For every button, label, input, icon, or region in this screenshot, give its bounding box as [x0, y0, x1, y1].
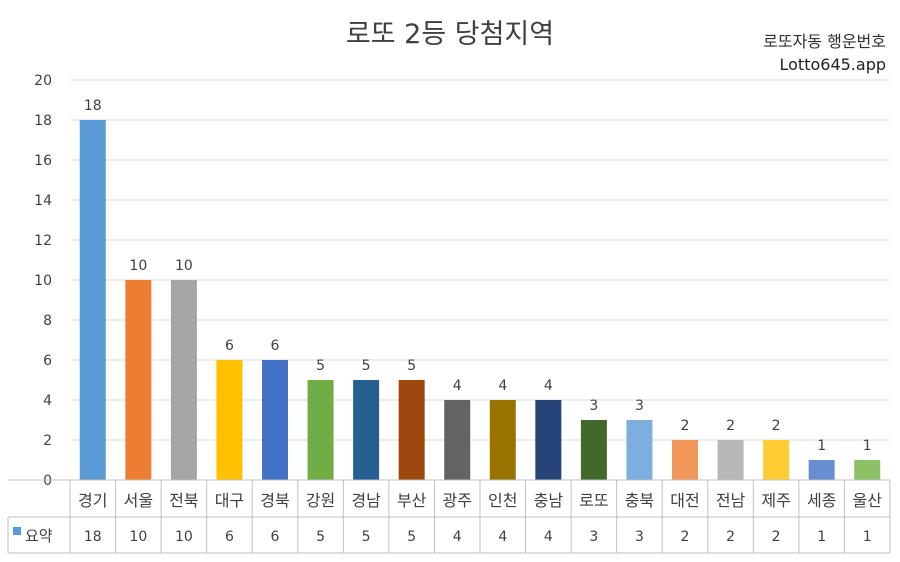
category-label: 전북: [169, 491, 198, 510]
category-label: 세종: [807, 491, 836, 510]
bar: [216, 360, 243, 480]
category-label: 전남: [716, 491, 746, 510]
y-tick-label: 4: [43, 393, 52, 409]
category-label: 서울: [124, 491, 153, 510]
data-label: 6: [271, 338, 280, 354]
bar: [489, 400, 516, 480]
category-label: 울산: [852, 491, 882, 510]
y-tick-label: 2: [43, 433, 52, 449]
category-label: 대구: [215, 491, 244, 510]
data-label: 18: [84, 98, 102, 114]
category-label: 로또: [579, 491, 608, 510]
data-label: 4: [544, 378, 553, 394]
category-label: 충북: [625, 491, 654, 510]
legend-key: [13, 527, 21, 535]
table-value: 10: [175, 529, 193, 545]
bar: [717, 440, 744, 480]
y-tick-label: 0: [43, 473, 52, 489]
data-label: 4: [453, 378, 462, 394]
category-label: 부산: [397, 491, 427, 510]
data-label: 10: [175, 258, 193, 274]
bar: [763, 440, 790, 480]
data-label: 3: [635, 398, 644, 414]
y-tick-label: 14: [34, 193, 52, 209]
bar: [535, 400, 562, 480]
data-label: 2: [772, 418, 781, 434]
data-label: 2: [726, 418, 735, 434]
table-value: 4: [453, 529, 462, 545]
bar: [626, 420, 653, 480]
table-value: 6: [271, 529, 280, 545]
table-value: 1: [817, 529, 826, 545]
bar: [353, 380, 380, 480]
data-label: 5: [362, 358, 371, 374]
category-label: 제주: [761, 491, 790, 510]
table-value: 2: [772, 529, 781, 545]
data-label: 1: [863, 438, 872, 454]
category-label: 대전: [670, 491, 699, 510]
table-value: 2: [726, 529, 735, 545]
bar: [808, 460, 835, 480]
table-value: 5: [407, 529, 416, 545]
subtitle-line1: 로또자동 행운번호: [763, 32, 886, 51]
table-value: 5: [316, 529, 325, 545]
category-label: 경기: [78, 491, 107, 510]
category-label: 경북: [260, 491, 289, 510]
y-tick-label: 6: [43, 353, 52, 369]
category-label: 인천: [488, 491, 517, 510]
subtitle-line2: Lotto645.app: [779, 55, 887, 74]
y-tick-label: 12: [34, 233, 52, 249]
chart-title: 로또 2등 당첨지역: [345, 19, 555, 50]
series-name: 요약: [25, 527, 53, 545]
y-tick-label: 18: [34, 113, 52, 129]
bar: [580, 420, 607, 480]
table-value: 10: [129, 529, 147, 545]
table-value: 3: [635, 529, 644, 545]
bar: [398, 380, 425, 480]
data-label: 1: [817, 438, 826, 454]
data-label: 2: [681, 418, 690, 434]
category-label: 충남: [534, 491, 564, 510]
bar: [444, 400, 471, 480]
bar: [262, 360, 288, 480]
category-label: 광주: [442, 491, 471, 510]
y-tick-label: 16: [34, 153, 52, 169]
category-label: 강원: [306, 491, 335, 510]
table-value: 4: [498, 529, 507, 545]
table-value: 2: [681, 529, 690, 545]
table-value: 1: [863, 529, 872, 545]
bar: [672, 440, 698, 480]
data-label: 6: [225, 338, 234, 354]
table-value: 5: [362, 529, 371, 545]
bar: [854, 460, 881, 480]
category-label: 경남: [351, 491, 381, 510]
table-value: 3: [589, 529, 598, 545]
bar: [125, 280, 152, 480]
y-tick-label: 10: [34, 273, 52, 289]
y-tick-label: 8: [43, 313, 52, 329]
table-value: 18: [84, 529, 102, 545]
data-label: 5: [316, 358, 325, 374]
data-label: 4: [498, 378, 507, 394]
table-value: 4: [544, 529, 553, 545]
bar: [79, 120, 106, 480]
data-label: 10: [129, 258, 147, 274]
bar: [170, 280, 197, 480]
data-label: 5: [407, 358, 416, 374]
table-value: 6: [225, 529, 234, 545]
data-label: 3: [589, 398, 598, 414]
y-tick-label: 20: [34, 73, 52, 89]
bar: [307, 380, 334, 480]
